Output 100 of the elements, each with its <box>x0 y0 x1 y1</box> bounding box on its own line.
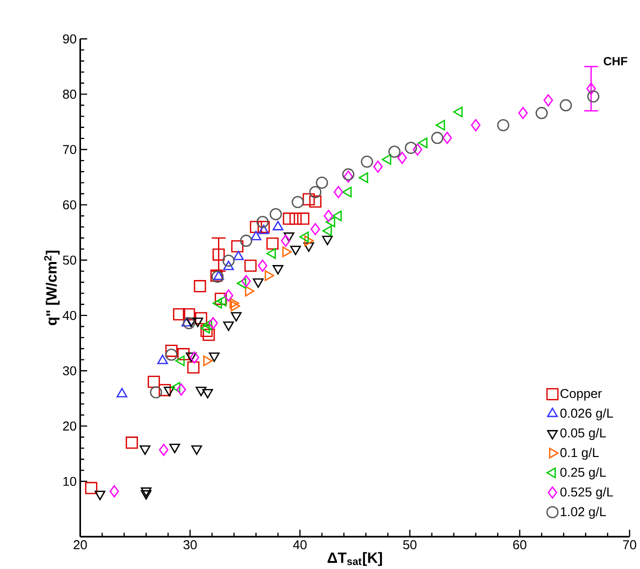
point <box>240 234 252 247</box>
point <box>258 259 268 272</box>
point <box>342 168 354 180</box>
point <box>258 224 270 234</box>
point <box>309 186 322 198</box>
point <box>326 216 336 228</box>
point <box>418 137 428 148</box>
point <box>169 444 180 454</box>
legend-label: 0.026 g/L <box>560 408 614 420</box>
point <box>194 280 206 292</box>
point <box>297 212 310 225</box>
point <box>202 319 212 330</box>
point <box>212 248 225 261</box>
point <box>186 352 197 362</box>
point <box>360 155 374 168</box>
x-tick-label: 20 <box>74 540 87 550</box>
point <box>223 260 234 270</box>
point <box>182 316 196 330</box>
point <box>213 270 224 280</box>
point <box>222 254 235 267</box>
y-tick-label: 60 <box>63 200 76 210</box>
point <box>299 231 309 242</box>
point <box>182 308 196 320</box>
x-axis-title: ΔT$_{sat}$[K] <box>328 552 382 566</box>
point <box>208 352 220 362</box>
point <box>150 386 162 398</box>
annotation: CHF <box>604 56 628 66</box>
point <box>342 186 352 198</box>
point <box>388 146 401 158</box>
point <box>544 94 553 106</box>
point <box>140 445 150 455</box>
point <box>194 312 208 324</box>
legend-label: 0.05 g/L <box>560 428 606 440</box>
point <box>397 152 407 164</box>
point <box>244 259 257 272</box>
point <box>223 321 234 331</box>
point <box>310 222 320 236</box>
legend-label: 0.525 g/L <box>560 487 614 499</box>
point <box>233 250 244 260</box>
point <box>196 386 206 396</box>
point <box>373 160 383 173</box>
point <box>158 444 168 456</box>
point <box>289 212 302 225</box>
point <box>214 292 227 305</box>
point <box>344 170 354 183</box>
point <box>216 296 226 306</box>
point <box>252 278 264 288</box>
point <box>290 246 301 256</box>
point <box>200 322 210 334</box>
point <box>536 106 548 120</box>
point <box>148 376 160 388</box>
y-tick-label: 70 <box>63 144 76 154</box>
point <box>453 106 463 118</box>
point <box>442 132 452 144</box>
point <box>302 193 315 206</box>
y-tick-label: 90 <box>63 34 76 44</box>
point <box>165 348 178 361</box>
point <box>187 361 200 374</box>
legend-label: 0.25 g/L <box>560 467 606 480</box>
x-tick-label: 70 <box>623 540 636 550</box>
point <box>172 308 186 320</box>
point <box>212 298 222 309</box>
point <box>140 490 152 500</box>
point <box>256 216 269 228</box>
point <box>176 383 186 396</box>
point <box>358 172 368 183</box>
x-tick-label: 40 <box>293 540 307 550</box>
point <box>200 324 213 337</box>
point <box>241 274 251 288</box>
legend-label: Copper <box>560 388 602 401</box>
point <box>280 234 290 247</box>
point <box>282 212 296 225</box>
y-tick-label: 30 <box>62 366 76 376</box>
point <box>272 220 284 230</box>
point <box>110 485 119 498</box>
point <box>236 278 246 289</box>
point <box>208 316 218 330</box>
point <box>292 196 304 208</box>
point <box>497 118 510 132</box>
x-tick-label: 30 <box>183 540 197 550</box>
point <box>518 106 528 120</box>
point <box>332 210 342 222</box>
point <box>404 142 418 154</box>
point <box>322 236 333 246</box>
point <box>164 386 175 396</box>
point <box>175 355 185 366</box>
point <box>266 237 279 250</box>
point <box>186 318 197 327</box>
point <box>436 120 446 130</box>
y-tick-label: 10 <box>63 476 76 486</box>
point <box>224 289 234 302</box>
point <box>126 436 138 449</box>
point <box>231 240 244 252</box>
point <box>177 348 190 360</box>
point <box>192 318 204 327</box>
point <box>202 328 215 341</box>
y-tick-label: 20 <box>63 421 76 431</box>
x-tick-label: 60 <box>513 540 526 550</box>
point <box>158 384 171 396</box>
point <box>244 286 254 296</box>
